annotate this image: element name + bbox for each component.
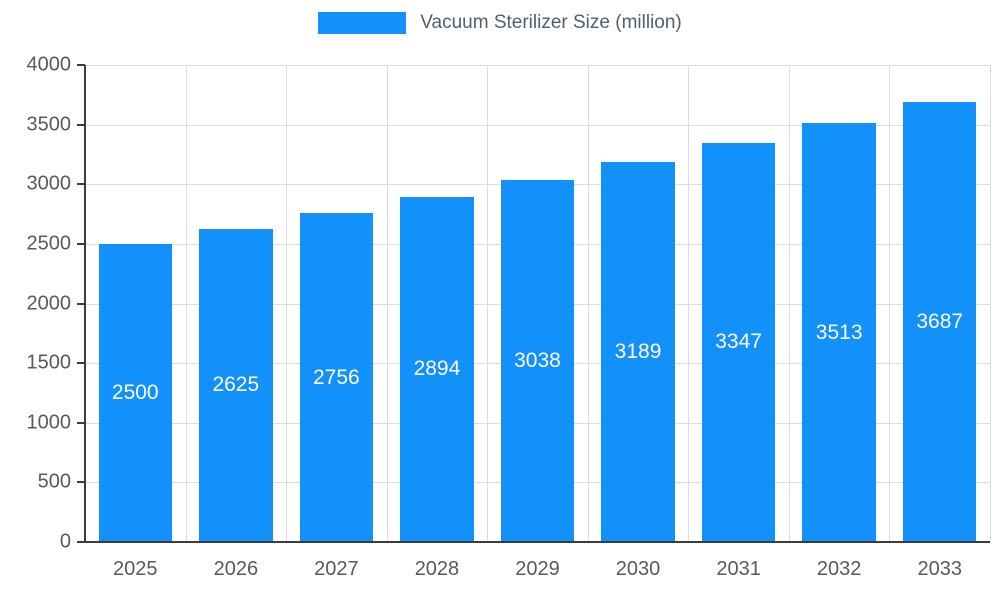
bar-value-label: 3687 [916,310,964,334]
bar-value-label: 3038 [514,348,561,372]
x-axis-tick-label: 2026 [213,558,259,580]
x-axis-tick-label: 2032 [816,558,862,580]
v-gridline [487,65,489,542]
x-axis-line [84,541,990,543]
x-axis-tick-label: 2033 [917,558,962,580]
y-axis-tick-label: 1000 [26,411,72,434]
y-axis-tick-mark [77,481,85,484]
bar[interactable]: 3189 [601,161,675,542]
y-axis-tick-label: 3500 [26,113,72,136]
bar[interactable]: 2756 [299,213,374,542]
v-gridline [286,65,288,542]
bar[interactable]: 2625 [199,228,273,542]
y-axis-tick-label: 500 [37,470,71,493]
bar-value-label: 2500 [111,380,159,404]
legend-swatch [318,12,407,34]
bar-value-label: 3347 [715,330,762,354]
x-axis-tick-label: 2030 [615,558,661,580]
bar[interactable]: 2894 [400,196,474,542]
v-gridline [688,65,690,542]
y-axis-tick-mark [77,362,85,365]
v-gridline [386,65,388,542]
y-axis-tick-label: 1500 [26,351,72,374]
v-gridline [788,65,790,542]
v-gridline [587,65,589,542]
v-gridline [990,65,991,542]
x-axis-tick-label: 2029 [515,558,560,580]
bar-value-label: 3189 [614,339,662,363]
x-axis-tick-label: 2031 [716,558,761,580]
x-axis-tick-label: 2025 [113,558,158,580]
bar[interactable]: 2500 [98,243,172,542]
y-axis-tick-label: 2500 [26,232,72,255]
y-axis-tick-mark [77,123,85,126]
y-axis-tick-label: 3000 [26,172,72,195]
y-axis-tick-label: 0 [59,530,71,553]
x-axis-tick-label: 2027 [314,558,359,580]
y-axis-tick-mark [77,242,85,245]
bar-value-label: 3513 [815,320,863,344]
bar-value-label: 2625 [212,373,260,397]
bar[interactable]: 3687 [903,102,977,542]
y-axis-tick-mark [77,302,85,305]
y-axis-line [84,65,86,542]
x-axis-tick-label: 2028 [414,558,460,580]
y-axis-tick-mark [77,541,85,543]
y-axis-tick-mark [77,421,85,424]
bar-value-label: 2756 [313,365,360,389]
y-axis-tick-mark [77,183,85,186]
bar[interactable]: 3038 [500,179,575,542]
h-gridline [85,65,990,66]
bar-value-label: 2894 [413,357,461,381]
legend[interactable]: Vacuum Sterilizer Size (million) [0,12,1000,34]
plot-area: 2500 2625 2756 2894 3038 3189 3347 3513 3687 [84,65,991,543]
y-axis-tick-label: 2000 [26,292,72,314]
y-axis-tick-mark [77,64,85,66]
h-gridline [85,124,990,126]
legend-label: Vacuum Sterilizer Size (million) [420,12,682,33]
bar[interactable]: 3513 [802,123,876,542]
v-gridline [185,65,187,542]
bar[interactable]: 3347 [701,142,776,542]
v-gridline [889,65,891,542]
y-axis-tick-label: 4000 [26,53,72,76]
